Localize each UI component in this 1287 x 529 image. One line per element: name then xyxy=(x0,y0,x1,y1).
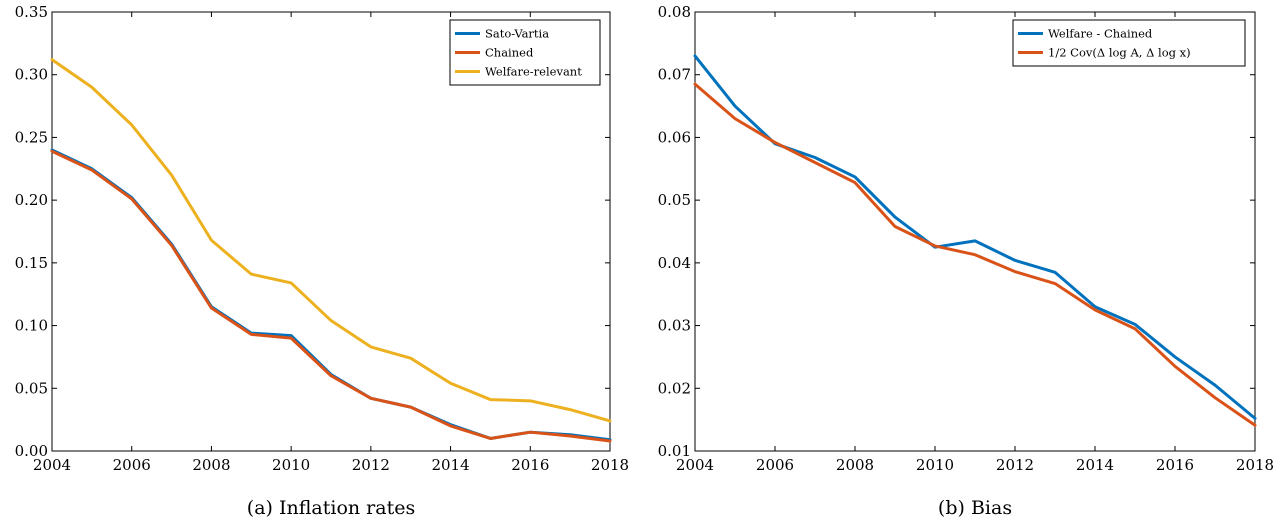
y-tick-label: 0.02 xyxy=(658,379,691,397)
y-tick-label: 0.20 xyxy=(15,191,48,209)
legend-label: Welfare-relevant xyxy=(485,65,582,79)
x-tick-label: 2006 xyxy=(756,456,794,474)
x-tick-label: 2010 xyxy=(272,456,310,474)
x-tick-label: 2012 xyxy=(352,456,390,474)
y-tick-label: 0.01 xyxy=(658,442,691,460)
x-tick-label: 2010 xyxy=(916,456,954,474)
legend-label: Welfare - Chained xyxy=(1048,27,1153,41)
legend-label: Chained xyxy=(485,46,534,60)
chart-panel-inflation-rates: 2004 2006 2008 2010 2012 2014 2016 2018 0.00 0.05… xyxy=(15,3,630,519)
y-tick-label: 0.00 xyxy=(15,442,48,460)
x-tick-label: 2016 xyxy=(511,456,549,474)
y-tick-label: 0.04 xyxy=(658,254,691,272)
y-tick-label: 0.03 xyxy=(658,317,691,335)
y-tick-label: 0.10 xyxy=(15,317,48,335)
chart-caption: (b) Bias xyxy=(938,497,1012,519)
x-tick-label: 2016 xyxy=(1156,456,1194,474)
plot-frame xyxy=(51,11,611,452)
x-tick-label: 2012 xyxy=(996,456,1034,474)
x-tick-label: 2018 xyxy=(1236,456,1274,474)
legend-label: 1/2 Cov(Δ log A, Δ log x) xyxy=(1048,46,1191,60)
x-tick-label: 2006 xyxy=(113,456,151,474)
y-tick-label: 0.30 xyxy=(15,66,48,84)
series-line xyxy=(693,82,1257,427)
x-tick-label: 2014 xyxy=(1076,456,1114,474)
x-tick-label: 2004 xyxy=(676,456,714,474)
x-tick-label: 2014 xyxy=(431,456,469,474)
chart-caption: (a) Inflation rates xyxy=(247,497,415,519)
x-tick-label: 2008 xyxy=(836,456,874,474)
y-tick-label: 0.35 xyxy=(15,3,48,21)
legend-box xyxy=(1012,19,1246,67)
y-tick-label: 0.05 xyxy=(658,191,691,209)
x-tick-label: 2008 xyxy=(192,456,230,474)
y-tick-label: 0.07 xyxy=(658,66,691,84)
legend-label: Sato-Vartia xyxy=(485,27,549,41)
series-line xyxy=(50,149,612,443)
y-tick-label: 0.08 xyxy=(658,3,691,21)
y-tick-label: 0.15 xyxy=(15,254,48,272)
chart-panel-bias: 2004 2006 2008 2010 2012 2014 2016 2018 0.01 0.02… xyxy=(658,3,1275,519)
x-tick-label: 2004 xyxy=(33,456,71,474)
y-tick-label: 0.25 xyxy=(15,128,48,146)
series-line xyxy=(50,148,612,442)
y-tick-label: 0.05 xyxy=(15,379,48,397)
plot-frame xyxy=(694,11,1256,452)
y-tick-label: 0.06 xyxy=(658,128,691,146)
x-tick-label: 2018 xyxy=(591,456,629,474)
series-line xyxy=(50,58,612,423)
